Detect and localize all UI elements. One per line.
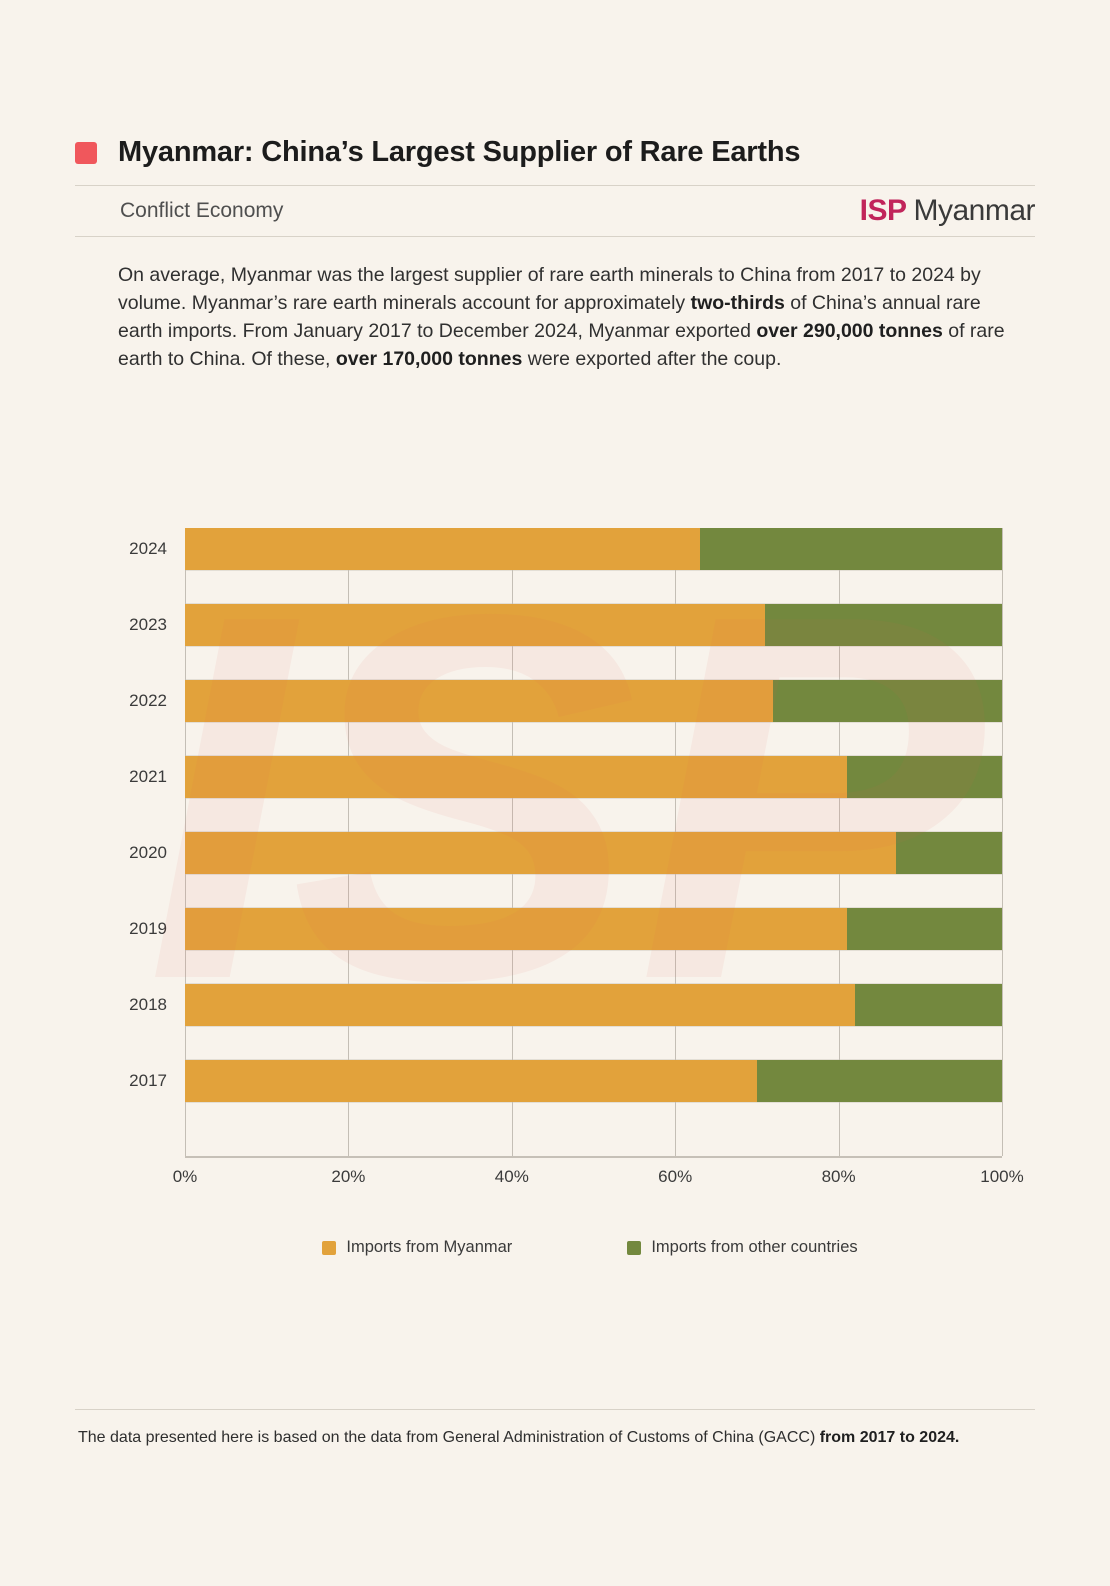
emphasis-text: over 170,000 tonnes [335, 348, 523, 370]
bar-segment-myanmar-2023 [185, 604, 766, 646]
bar-segment-other-2024 [699, 528, 1002, 570]
bar-segment-myanmar-2019 [185, 908, 847, 950]
logo-myanmar-text: Myanmar [913, 194, 1035, 227]
x-tick-label: 60% [658, 1167, 693, 1186]
year-label-2017: 2017 [129, 1071, 167, 1090]
bar-row-2024: 2024 [129, 528, 1002, 570]
category-label: Conflict Economy [120, 199, 284, 222]
intro-paragraph: On average, Myanmar was the largest supp… [75, 261, 1035, 373]
body-text: On average, Myanmar was the largest supp… [118, 264, 981, 314]
bar-segment-other-2021 [846, 756, 1002, 798]
legend-swatch-icon [627, 1240, 642, 1255]
x-tick-label: 20% [331, 1167, 366, 1186]
legend-swatch-icon [322, 1240, 337, 1255]
year-label-2023: 2023 [129, 615, 167, 634]
emphasis-text: two-thirds [690, 292, 785, 314]
bar-row-2018: 2018 [129, 984, 1002, 1026]
emphasis-text: from 2017 to 2024. [819, 1429, 960, 1446]
isp-myanmar-logo: ISP Myanmar [859, 194, 1036, 228]
x-axis: 0% 20% 40% 60% 80% 100% [173, 1158, 1024, 1190]
footer-note: The data presented here is based on the … [75, 1426, 1035, 1450]
body-text: were exported after the coup. [522, 348, 782, 370]
bar-segment-other-2022 [773, 680, 1002, 722]
x-tick-label: 40% [494, 1167, 529, 1186]
gridline [1002, 528, 1003, 1156]
bar-row-2019: 2019 [129, 908, 1002, 950]
x-tick-label: 0% [172, 1167, 198, 1186]
bar-row-2021: 2021 [129, 756, 1002, 798]
page-title: Myanmar: China’s Largest Supplier of Rar… [118, 136, 801, 168]
gap-row [185, 722, 1002, 756]
bar-segment-other-2019 [846, 908, 1002, 950]
divider-footer [75, 1409, 1035, 1410]
legend-item: Imports from Myanmar [322, 1238, 512, 1257]
bar-segment-myanmar-2017 [185, 1060, 757, 1102]
divider-top [75, 185, 1035, 186]
x-tick-label: 80% [821, 1167, 856, 1186]
bar-segment-other-2017 [756, 1060, 1002, 1102]
bar-segment-myanmar-2022 [185, 680, 774, 722]
bar-segment-myanmar-2024 [185, 528, 700, 570]
body-text: The data presented here is based on the … [78, 1429, 820, 1446]
chart-legend: Imports from Myanmar Imports from other c… [145, 1238, 1035, 1257]
bar-row-2023: 2023 [129, 604, 1002, 646]
gap-row [185, 874, 1002, 908]
gap-row [185, 646, 1002, 680]
bar-segment-other-2020 [895, 832, 1002, 874]
bar-segment-other-2018 [854, 984, 1002, 1026]
year-label-2024: 2024 [129, 539, 167, 558]
bar-segment-myanmar-2020 [185, 832, 896, 874]
bar-row-2017: 2017 [129, 1060, 1002, 1102]
title-bullet-icon [75, 141, 97, 164]
header: Myanmar: China’s Largest Supplier of Rar… [75, 0, 1035, 169]
gap-row [185, 950, 1002, 984]
bar-segment-other-2023 [765, 604, 1002, 646]
year-label-2019: 2019 [129, 919, 167, 938]
legend-label: Imports from Myanmar [346, 1238, 513, 1256]
legend-item: Imports from other countries [627, 1238, 858, 1257]
year-label-2018: 2018 [129, 995, 167, 1014]
divider-subtitle [75, 236, 1035, 237]
plot-bottom-strip [185, 1102, 1002, 1156]
year-label-2020: 2020 [129, 843, 167, 862]
emphasis-text: over 290,000 tonnes [756, 320, 943, 342]
bar-row-2022: 2022 [129, 680, 1002, 722]
subtitle-row: Conflict Economy ISP Myanmar [75, 186, 1035, 236]
bar-segment-myanmar-2018 [185, 984, 855, 1026]
legend-label: Imports from other countries [651, 1238, 858, 1256]
bar-segment-myanmar-2021 [185, 756, 847, 798]
year-label-2022: 2022 [129, 691, 167, 710]
year-label-2021: 2021 [129, 767, 167, 786]
body-text: of rare earth to China. Of these, [118, 320, 1005, 370]
logo-isp-text: ISP [859, 194, 907, 227]
body-text: of China’s annual rare earth imports. Fr… [118, 292, 981, 342]
bar-row-2020: 2020 [129, 832, 1002, 874]
gap-row [185, 798, 1002, 832]
x-tick-label: 100% [980, 1167, 1024, 1186]
plot-area: 2024 2023 2022 2021 2020 2019 2018 2017 [129, 528, 1003, 1158]
gap-row [185, 1026, 1002, 1060]
gap-row [185, 570, 1002, 604]
